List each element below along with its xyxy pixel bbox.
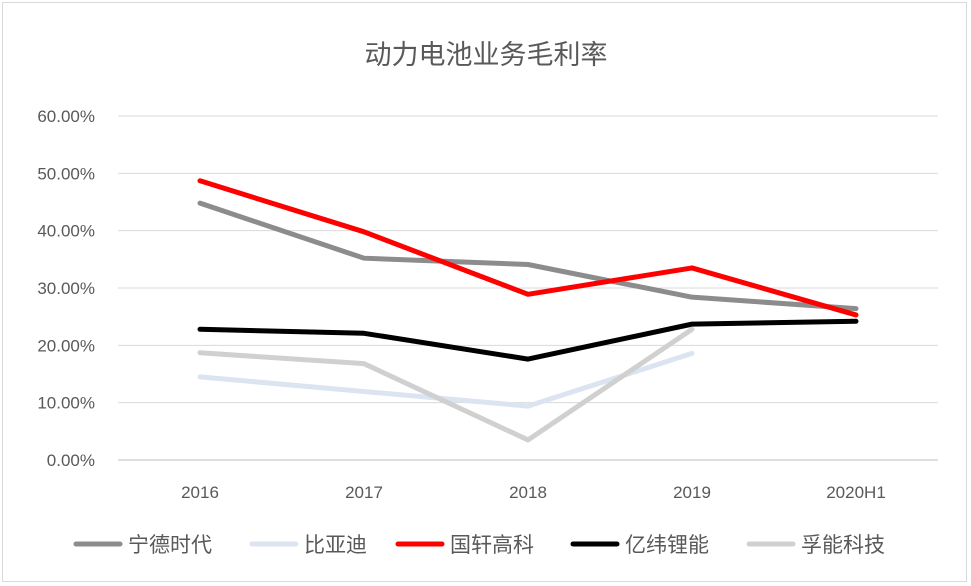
y-tick-label: 50.00% (37, 164, 95, 183)
x-tick-label: 2016 (181, 483, 219, 502)
chart-title: 动力电池业务毛利率 (365, 40, 608, 71)
series-lines (197, 178, 859, 443)
x-tick-label: 2019 (673, 483, 711, 502)
y-tick-label: 30.00% (37, 279, 95, 298)
x-tick-label: 2018 (509, 483, 547, 502)
series-line (197, 326, 695, 443)
y-tick-label: 20.00% (37, 336, 95, 355)
x-axis-ticks: 2016 2017 2018 2019 2020H1 (181, 483, 886, 502)
y-tick-label: 60.00% (37, 107, 95, 126)
series-line (197, 318, 859, 362)
legend: 宁德时代 比亚迪 国轩高科 亿纬锂能 孚能科技 (73, 533, 885, 557)
legend-label: 宁德时代 (128, 533, 212, 557)
x-tick-label: 2017 (345, 483, 383, 502)
legend-label: 国轩高科 (450, 533, 534, 557)
x-tick-label: 2020H1 (826, 483, 886, 502)
series-line (197, 178, 859, 318)
y-axis-ticks: 0.00% 10.00% 20.00% 30.00% 40.00% 50.00% 60.00… (37, 107, 95, 470)
legend-label: 比亚迪 (304, 533, 367, 557)
series-line (197, 200, 859, 312)
y-tick-label: 10.00% (37, 394, 95, 413)
y-tick-label: 40.00% (37, 222, 95, 241)
y-tick-label: 0.00% (47, 451, 95, 470)
legend-label: 亿纬锂能 (625, 533, 709, 557)
gridlines (118, 115, 938, 461)
series-line (197, 350, 695, 409)
legend-label: 孚能科技 (801, 533, 885, 557)
